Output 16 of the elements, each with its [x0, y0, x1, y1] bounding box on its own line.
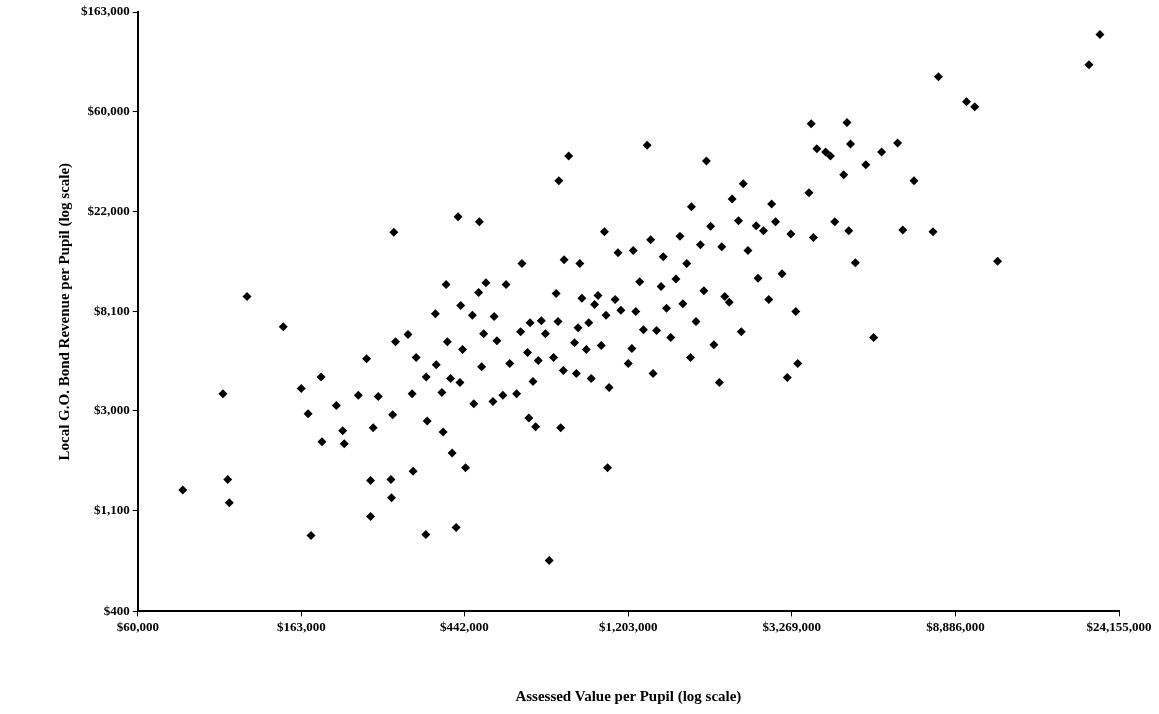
x-tick-label: $24,155,000: [1086, 618, 1152, 634]
y-tick-label: $400: [103, 602, 130, 618]
x-tick-label: $1,203,000: [599, 618, 658, 634]
x-tick-label: $163,000: [276, 618, 326, 634]
x-tick-label: $8,886,000: [926, 618, 985, 634]
x-tick-label: $442,000: [440, 618, 489, 634]
y-tick-label: $8,100: [94, 302, 130, 318]
x-tick-label: $3,269,000: [762, 618, 822, 634]
y-axis-title: Local G.O. Bond Revenue per Pupil (log scale): [55, 162, 73, 461]
x-axis-title: Assessed Value per Pupil (log scale): [515, 687, 742, 705]
x-tick-label: $60,000: [116, 618, 159, 634]
y-tick-label: $163,000: [81, 3, 130, 19]
y-tick-label: $3,000: [94, 401, 130, 417]
y-tick-label: $1,100: [94, 501, 130, 517]
y-tick-label: $22,000: [87, 203, 130, 219]
y-tick-label: $60,000: [87, 103, 130, 119]
